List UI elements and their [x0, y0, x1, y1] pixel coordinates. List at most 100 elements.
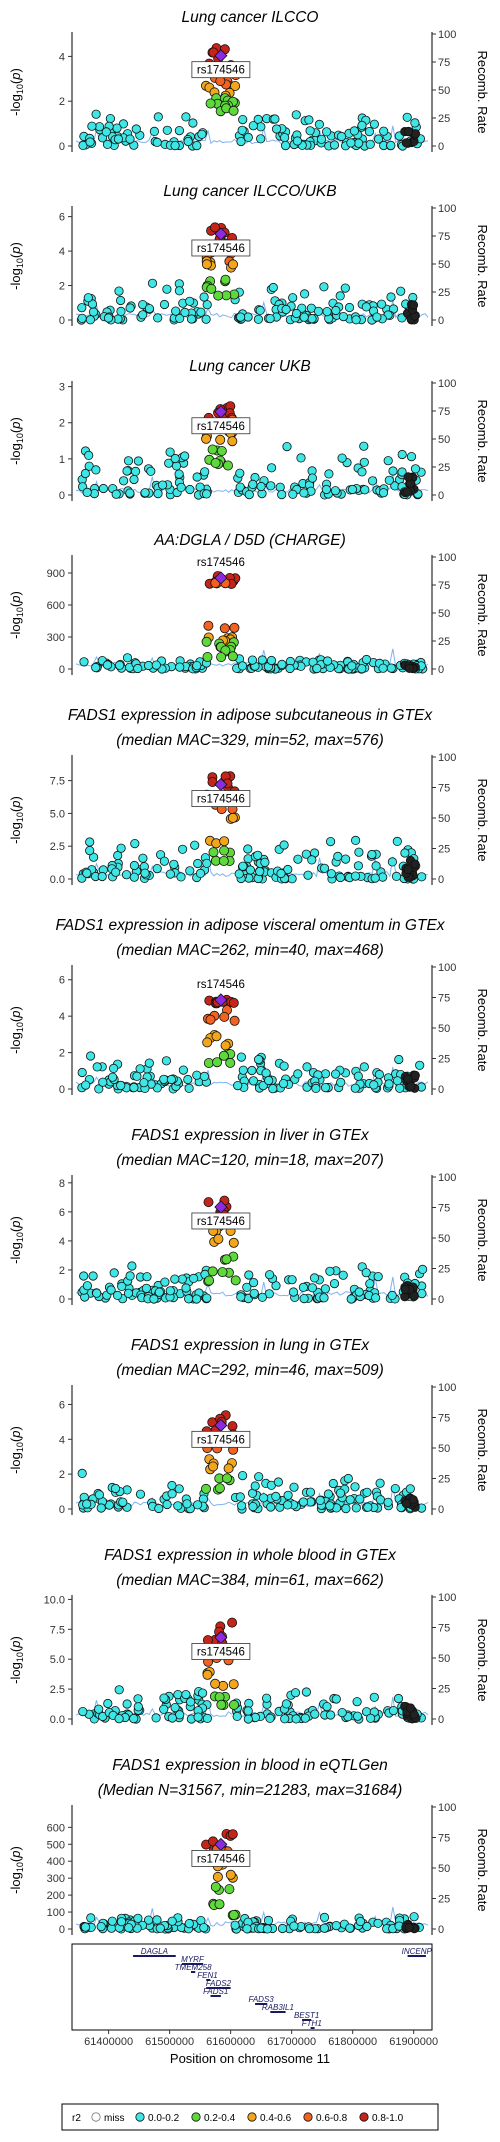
snp-point [197, 129, 207, 139]
snp-point [202, 652, 213, 663]
y2-tick-label: 25 [438, 844, 450, 856]
snp-point [350, 1482, 360, 1492]
snp-point [247, 655, 257, 665]
snp-point [173, 1501, 183, 1511]
snp-point [287, 1275, 297, 1285]
snp-point [213, 1234, 224, 1245]
snp-point [151, 1713, 161, 1723]
snp-point [390, 1484, 400, 1494]
snp-point [118, 1497, 128, 1507]
snp-point [249, 1288, 259, 1298]
snp-point [216, 1699, 227, 1710]
snp-point [415, 1060, 425, 1070]
snp-point [219, 845, 230, 856]
snp-point [349, 126, 359, 136]
snp-point [387, 1290, 397, 1301]
panel-2: Lung cancer ILCCO/UKB 0 2 4 6 0 25 50 75 100 -log1… [8, 183, 490, 327]
lead-snp-label: rs174546 [197, 243, 245, 255]
snp-point [329, 1279, 340, 1289]
snp-point [201, 314, 211, 324]
snp-point [305, 126, 315, 136]
snp-point [153, 112, 163, 122]
snp-point [277, 1923, 288, 1934]
snp-point [162, 1499, 172, 1510]
y2-tick-label: 0 [438, 664, 444, 676]
y-tick-label: 900 [47, 568, 65, 580]
snp-point [325, 836, 336, 847]
snp-point [370, 1293, 381, 1303]
snp-point [325, 1501, 335, 1511]
y2-tick-label: 0 [438, 1714, 444, 1726]
snp-point [400, 1284, 410, 1295]
y2-tick-label: 25 [438, 1894, 450, 1906]
panel-7: FADS1 expression in liver in GTEx (median… [8, 1127, 490, 1306]
snp-point [227, 1421, 238, 1432]
snp-point [84, 450, 94, 460]
snp-point [256, 481, 266, 492]
lead-snp-label: rs174546 [197, 794, 245, 806]
legend-title: r2 [72, 2113, 81, 2124]
snp-point [386, 663, 396, 673]
snp-point [221, 1473, 232, 1484]
snp-point [171, 306, 181, 316]
snp-point [210, 1881, 221, 1892]
snp-point [265, 313, 275, 324]
snp-point [130, 838, 140, 849]
y2-tick-label: 75 [438, 57, 450, 69]
snp-point [153, 313, 163, 323]
snp-point [338, 1270, 348, 1280]
lead-snp-label-box [191, 239, 251, 257]
snp-point [236, 136, 246, 147]
snp-point [242, 1924, 252, 1934]
snp-point [232, 1711, 242, 1722]
snp-point [344, 302, 355, 313]
snp-point [337, 1708, 347, 1718]
y-axis-label: -log10(p) [8, 1006, 25, 1054]
gene-label: FEN1 [197, 1971, 217, 1980]
y-axis-label: -log10(p) [8, 1216, 25, 1264]
snp-point [184, 1083, 194, 1093]
snp-point [118, 119, 129, 129]
snp-point [383, 1497, 393, 1507]
snp-point [101, 127, 111, 137]
snp-point [131, 124, 141, 134]
snp-point [181, 112, 191, 122]
x-tick-label: 61400000 [84, 2036, 133, 2048]
snp-point [178, 1065, 188, 1075]
snp-point [181, 1690, 191, 1700]
snp-point [135, 1489, 146, 1499]
snp-point [289, 1921, 299, 1931]
snp-point [404, 663, 415, 674]
snp-point [192, 141, 202, 151]
snp-point [248, 1076, 258, 1086]
snp-point [133, 1913, 143, 1923]
snp-point [238, 1471, 248, 1481]
snp-point [261, 1693, 272, 1703]
snp-point [355, 1916, 366, 1927]
snp-point [204, 1275, 215, 1286]
y2-tick-label: 100 [438, 552, 456, 564]
snp-point [174, 469, 184, 479]
snp-point [335, 291, 345, 301]
snp-point [383, 456, 393, 466]
snp-point [122, 466, 132, 476]
snp-point [402, 487, 412, 497]
snp-point [417, 1289, 427, 1299]
y-axis-label: -log10(p) [8, 242, 25, 290]
snp-point [129, 1714, 139, 1724]
snp-point [199, 292, 209, 302]
snp-point [198, 1688, 208, 1698]
snp-point [276, 868, 286, 879]
x-tick-label: 61800000 [328, 2036, 377, 2048]
snp-point [161, 1056, 171, 1066]
snp-point [292, 136, 302, 146]
snp-point [140, 488, 150, 498]
snp-point [203, 1058, 214, 1069]
snp-point [154, 1287, 164, 1297]
snp-point [162, 284, 172, 294]
snp-point [138, 310, 148, 320]
snp-point [132, 1071, 142, 1081]
snp-point [322, 306, 332, 317]
snp-point [206, 283, 217, 294]
